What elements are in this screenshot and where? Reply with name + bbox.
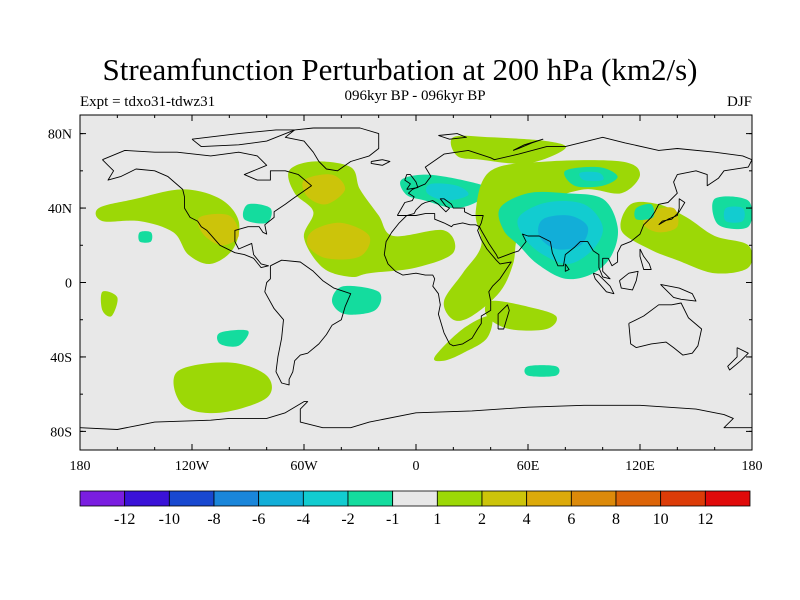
coastline-australia <box>628 302 703 356</box>
colorbar-label: 2 <box>478 511 486 528</box>
contour-india-negative-core <box>538 215 589 250</box>
colorbar-box <box>168 490 215 507</box>
lon-tick-label: 180 <box>742 459 763 474</box>
colorbar-label: 1 <box>433 511 441 528</box>
contour-north-pacific-negative-core <box>723 206 745 223</box>
contour-south-atlantic-negative <box>331 285 382 315</box>
colorbar-label: 10 <box>653 511 669 528</box>
lat-tick-label: 80S <box>50 425 72 440</box>
contour-south-indian-positive-2 <box>433 315 493 362</box>
coastline-greenland <box>284 127 380 172</box>
season-label: DJF <box>726 94 752 110</box>
lon-tick-label: 120E <box>625 459 655 474</box>
contour-greenland-positive-core <box>302 174 346 205</box>
colorbar-box <box>526 490 572 507</box>
colorbar-box <box>436 490 483 507</box>
longitude-axis: 180 120W 60W 0 60E 120E 180 <box>70 115 763 474</box>
contour-mexico-positive-core <box>197 213 239 246</box>
coastline-south-america <box>264 259 352 386</box>
coastline-borneo <box>619 270 639 291</box>
colorbar-label: -10 <box>159 511 180 528</box>
coastline-madagascar <box>497 304 510 330</box>
lat-tick-label: 40S <box>50 351 72 366</box>
coastline-sumatra <box>592 272 615 295</box>
colorbar-box <box>570 490 617 507</box>
colorbar-label: -4 <box>297 511 310 528</box>
contour-east-pacific-negative <box>242 203 272 224</box>
contour-sw-pacific-positive <box>100 291 118 317</box>
contour-europe-negative-core <box>425 183 469 201</box>
coastline-sri-lanka <box>564 263 570 272</box>
contour-south-pacific-positive <box>173 362 272 414</box>
contour-arctic-positive <box>450 135 566 164</box>
colorbar-box <box>704 490 751 507</box>
contour-japan-negative <box>634 203 655 220</box>
colorbar-box <box>660 490 706 507</box>
coastline-antarctica <box>80 401 752 430</box>
contour-south-indian-positive <box>484 300 557 331</box>
colorbar-label: 12 <box>697 511 713 528</box>
colorbar-box <box>79 490 126 507</box>
lat-tick-label: 80N <box>48 128 72 143</box>
colorbar-label: -2 <box>341 511 354 528</box>
coastline-eurasia-africa <box>383 136 752 347</box>
contour-mid-atlantic-positive-core <box>306 222 371 260</box>
colorbar-box <box>347 490 394 507</box>
contour-southern-ocean-negative <box>524 365 560 377</box>
coastline-north-america <box>102 149 312 269</box>
colorbar-label: 4 <box>523 511 531 528</box>
coastlines <box>80 127 752 430</box>
coastline-svalbard <box>438 133 467 140</box>
contour-central-pacific-negative <box>138 231 153 243</box>
lon-tick-label: 120W <box>175 459 210 474</box>
lat-tick-label: 0 <box>65 277 72 292</box>
colorbar-label: -12 <box>114 511 135 528</box>
coastline-new-zealand <box>727 347 749 371</box>
experiment-label: Expt = tdxo31-tdwz31 <box>80 94 216 110</box>
colorbar-label: 8 <box>612 511 620 528</box>
colorbar-label: -6 <box>252 511 265 528</box>
lon-tick-label: 0 <box>413 459 420 474</box>
colorbar-box <box>302 490 349 507</box>
coastline-novaya-zemlya <box>512 138 544 151</box>
subtitle: 096kyr BP - 096kyr BP <box>344 88 486 104</box>
coastline-new-guinea <box>660 283 697 302</box>
coastline-arctic-islands <box>191 129 296 148</box>
colorbar-box <box>124 490 170 507</box>
colorbar-box <box>213 490 260 507</box>
coastline-iceland <box>370 159 391 166</box>
latitude-axis: 80N 40N 0 40S 80S <box>48 128 752 440</box>
colorbar-box <box>258 490 304 507</box>
contour-asia-positive <box>443 160 640 321</box>
colorbar-box <box>615 490 662 507</box>
lon-tick-label: 60E <box>517 459 540 474</box>
lat-tick-label: 40N <box>48 202 72 217</box>
chart-title: Streamfunction Perturbation at 200 hPa (… <box>102 52 698 87</box>
colorbar-box <box>392 490 438 507</box>
contour-east-pacific-positive <box>95 189 240 265</box>
colorbar-label: -1 <box>386 511 399 528</box>
lon-tick-label: 60W <box>290 459 318 474</box>
colorbar-label: -8 <box>207 511 220 528</box>
coastline-japan <box>658 198 686 226</box>
coastline-philippines <box>639 248 652 270</box>
contour-siberia-negative-core <box>579 171 604 182</box>
lon-tick-label: 180 <box>70 459 91 474</box>
coastline-uk <box>404 174 419 190</box>
colorbar-box <box>481 490 528 507</box>
colorbar-label: 6 <box>567 511 575 528</box>
contour-tropical-pacific-negative <box>217 329 249 347</box>
colorbar: -12 -10 -8 -6 -4 -2 -1 1 2 4 6 8 10 12 <box>79 490 751 528</box>
contour-fields <box>95 135 752 414</box>
